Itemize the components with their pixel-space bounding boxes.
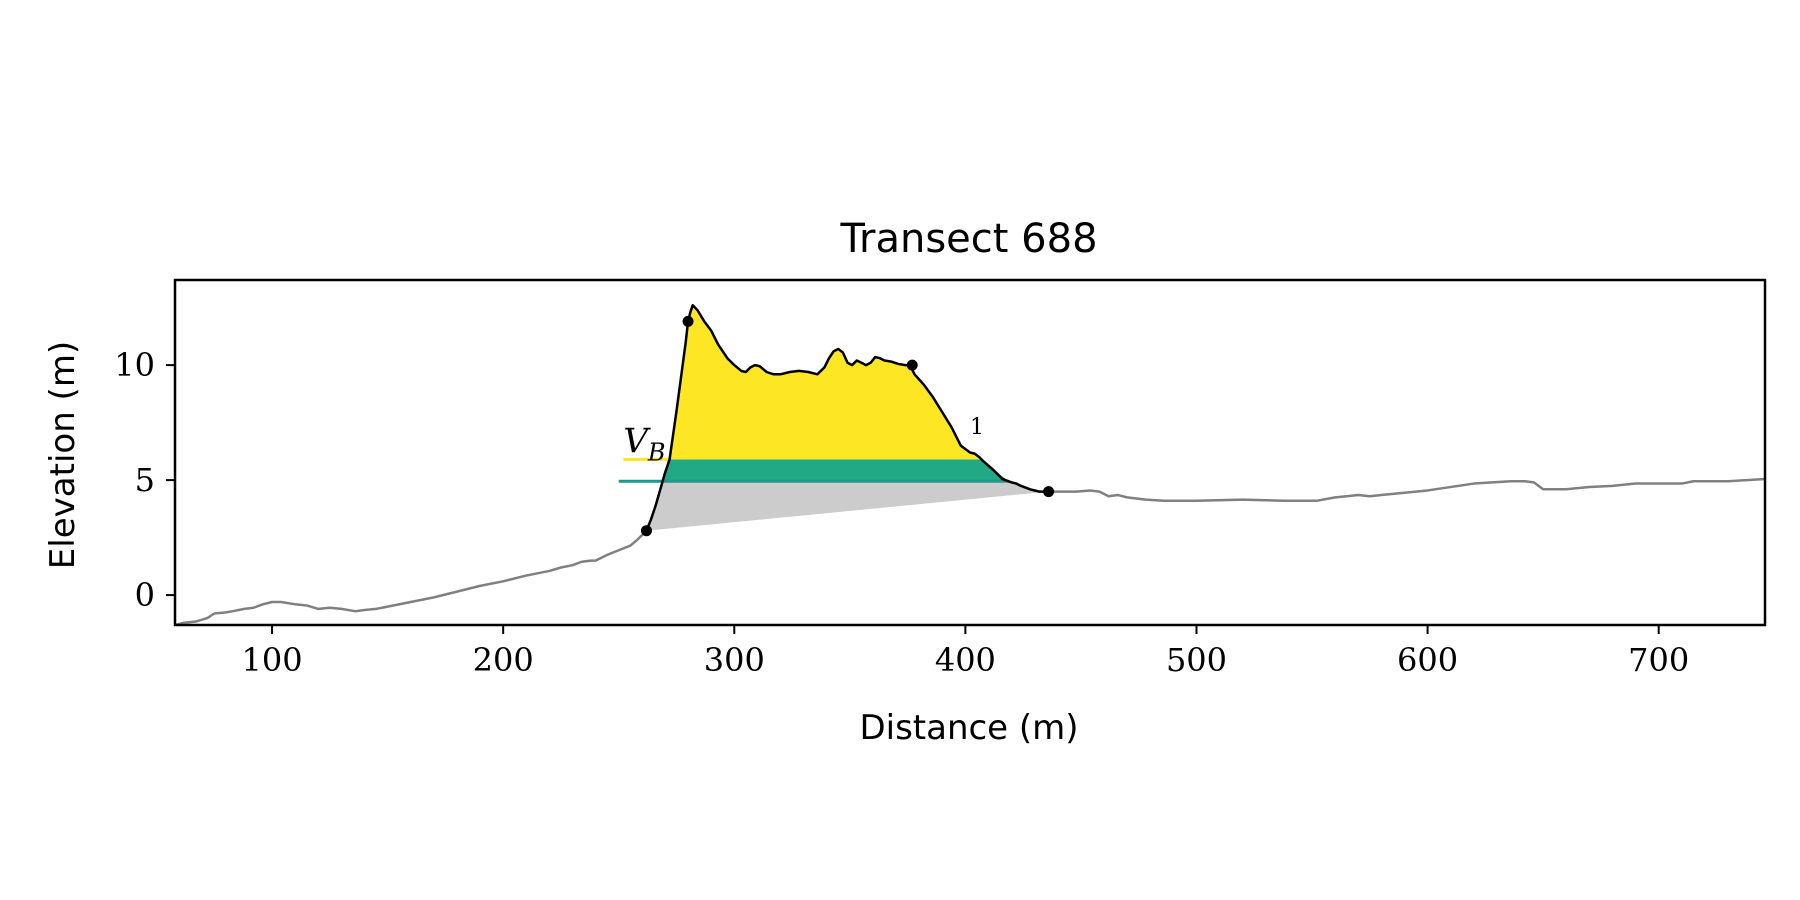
x-tick-label: 300 — [704, 641, 765, 679]
x-tick-label: 500 — [1166, 641, 1227, 679]
x-axis: 100 200 300 400 500 600 700 — [242, 625, 1689, 679]
profile-line-landward — [175, 529, 648, 625]
dune-key-point — [1043, 486, 1055, 498]
plot-frame — [173, 278, 1767, 627]
y-tick-label: 5 — [135, 461, 155, 499]
plot-area — [175, 304, 1765, 625]
annotation-label: VB — [623, 422, 665, 467]
upper-dune-fill — [669, 305, 982, 460]
x-tick-label: 200 — [473, 641, 534, 679]
dune-key-point — [906, 359, 918, 371]
dune-key-point — [640, 525, 652, 537]
x-tick-label: 600 — [1397, 641, 1458, 679]
x-tick-label: 100 — [242, 641, 303, 679]
chart-title: Transect 688 — [839, 216, 1097, 262]
y-axis: 0 5 10 — [114, 346, 175, 614]
dune-profile-line — [645, 304, 1049, 532]
y-tick-label: 10 — [114, 346, 155, 384]
middle-band-fill — [662, 459, 1009, 482]
dune-key-point — [682, 315, 694, 327]
y-axis-label: Elevation (m) — [43, 341, 83, 569]
lower-wedge-fill — [646, 481, 1049, 531]
profile-line-seaward — [1048, 477, 1765, 503]
x-tick-label: 700 — [1628, 641, 1689, 679]
x-axis-label: Distance (m) — [859, 708, 1078, 748]
annotation-label: 1 — [970, 415, 984, 440]
y-tick-label: 0 — [135, 576, 155, 614]
annotation-subscript: B — [647, 439, 666, 467]
x-tick-label: 400 — [935, 641, 996, 679]
